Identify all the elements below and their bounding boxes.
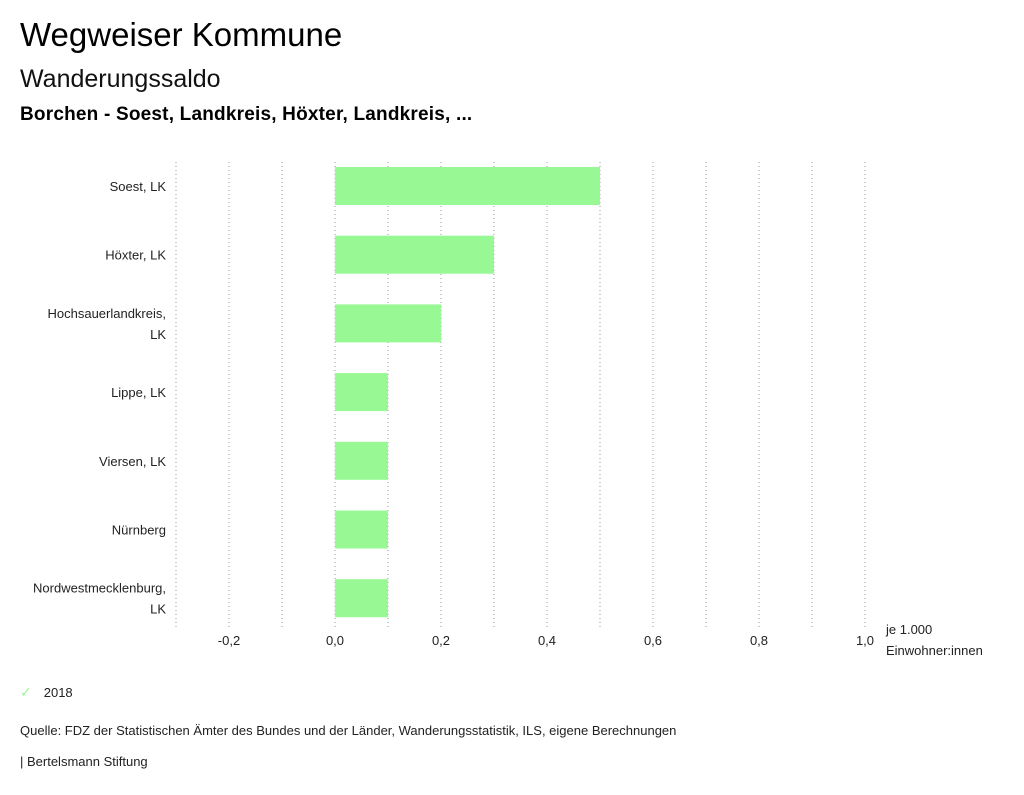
category-label: Nürnberg [112,523,166,538]
chart-subtitle: Wanderungssaldo [20,65,221,93]
category-label: LK [150,602,166,617]
x-tick-label: 0,0 [326,633,344,648]
credit-note: | Bertelsmann Stiftung [20,754,148,769]
legend-label: 2018 [43,685,73,700]
source-note: Quelle: FDZ der Statistischen Ämter des … [20,723,677,738]
category-label: Soest, LK [110,179,167,194]
region-selection: Borchen - Soest, Landkreis, Höxter, Land… [20,104,473,125]
x-axis-label: Einwohner:innen [886,643,983,658]
bar [335,167,600,205]
x-axis-label: je 1.000 [885,622,932,637]
x-tick-label: 1,0 [856,633,874,648]
bar [335,510,388,549]
category-label: Viersen, LK [99,454,166,469]
bar [335,441,388,480]
bar [335,373,388,412]
category-label: LK [150,327,166,342]
check-icon: ✓ [20,684,32,700]
bar [335,235,494,274]
bar [335,304,441,343]
bar [335,579,388,618]
legend[interactable]: ✓ 2018 [20,684,73,701]
category-label: Lippe, LK [111,385,166,400]
category-label: Hochsauerlandkreis, [47,306,166,321]
x-tick-label: 0,2 [432,633,450,648]
x-tick-label: 0,4 [538,633,556,648]
x-tick-label: -0,2 [218,633,240,648]
x-tick-label: 0,8 [750,633,768,648]
page-title: Wegweiser Kommune [20,16,343,53]
x-tick-label: 0,6 [644,633,662,648]
category-label: Nordwestmecklenburg, [33,581,166,596]
category-label: Höxter, LK [105,248,166,263]
bar-chart: -0,2 0,0 0,2 0,4 0,6 0,8 1,0 je 1.000 Einwohner:… [33,162,983,658]
